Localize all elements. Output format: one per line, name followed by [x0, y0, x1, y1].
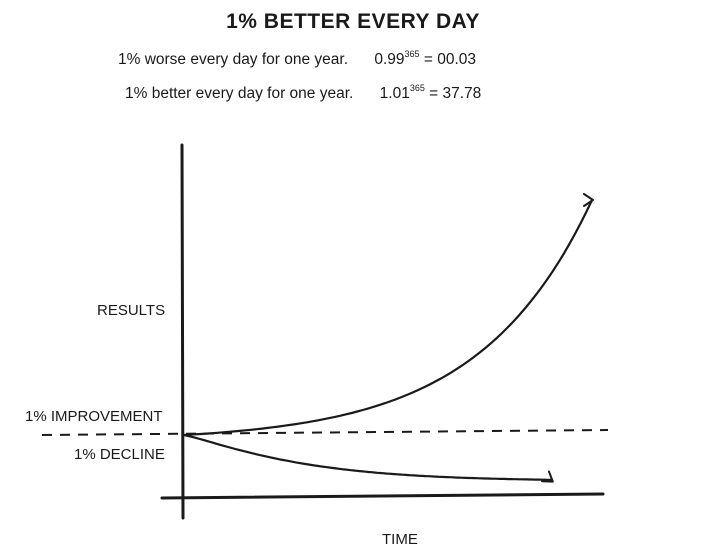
equation-better-math: 1.01365 = 37.78 — [379, 83, 482, 103]
equation-better: 1% better every day for one year. 1.0136… — [125, 83, 482, 103]
equation-worse-math: 0.99365 = 00.03 — [374, 49, 477, 69]
baseline-label-improvement: 1% IMPROVEMENT — [25, 408, 163, 425]
equation-better-result: = 37.78 — [429, 85, 482, 103]
equation-better-label: 1% better every day for one year. — [125, 85, 354, 103]
equation-better-exponent: 365 — [409, 83, 425, 93]
equation-worse-base: 0.99 — [374, 51, 405, 69]
chart-title: 1% BETTER EVERY DAY — [226, 10, 480, 33]
x-axis-label: TIME — [382, 531, 418, 548]
equation-better-base: 1.01 — [379, 85, 410, 103]
y-axis — [180, 143, 185, 520]
equation-worse: 1% worse every day for one year. 0.99365… — [118, 49, 477, 69]
equation-worse-exponent: 365 — [404, 49, 420, 59]
baseline-label-decline: 1% DECLINE — [74, 446, 165, 463]
y-axis-label: RESULTS — [97, 302, 165, 319]
equation-worse-label: 1% worse every day for one year. — [118, 51, 349, 69]
series-line-improvement — [182, 198, 595, 437]
equation-worse-result: = 00.03 — [423, 51, 477, 69]
series-line-decline — [182, 433, 554, 483]
x-axis — [160, 492, 605, 500]
baseline-dashed-line — [41, 429, 609, 436]
